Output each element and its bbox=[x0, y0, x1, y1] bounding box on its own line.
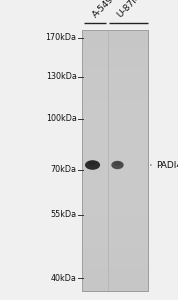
Text: PADI4: PADI4 bbox=[156, 160, 178, 169]
Bar bbox=[82, 104, 148, 108]
Bar bbox=[82, 95, 148, 100]
Bar bbox=[82, 60, 148, 65]
Bar bbox=[82, 178, 148, 182]
Bar bbox=[82, 78, 148, 82]
Bar bbox=[82, 117, 148, 121]
Bar bbox=[82, 122, 148, 126]
Bar bbox=[82, 139, 148, 143]
Bar bbox=[82, 152, 148, 156]
Ellipse shape bbox=[111, 161, 124, 169]
Bar bbox=[82, 239, 148, 243]
Bar bbox=[82, 156, 148, 160]
Bar bbox=[82, 30, 148, 34]
Text: 55kDa: 55kDa bbox=[50, 210, 77, 219]
Bar bbox=[82, 248, 148, 252]
Bar bbox=[82, 65, 148, 69]
Bar bbox=[82, 182, 148, 187]
Bar bbox=[82, 39, 148, 43]
Bar bbox=[82, 204, 148, 208]
Text: 170kDa: 170kDa bbox=[46, 33, 77, 42]
Bar bbox=[82, 217, 148, 221]
Bar bbox=[82, 148, 148, 152]
Bar bbox=[82, 208, 148, 213]
Bar bbox=[82, 200, 148, 204]
Bar bbox=[82, 34, 148, 39]
Bar bbox=[82, 243, 148, 248]
Bar bbox=[82, 30, 148, 291]
Bar bbox=[82, 269, 148, 274]
Bar bbox=[82, 126, 148, 130]
Bar bbox=[82, 30, 148, 291]
Bar bbox=[82, 86, 148, 91]
Bar bbox=[82, 187, 148, 191]
Bar bbox=[82, 173, 148, 178]
Bar bbox=[82, 130, 148, 134]
Bar bbox=[82, 56, 148, 61]
Bar bbox=[82, 108, 148, 112]
Ellipse shape bbox=[114, 162, 121, 165]
Bar bbox=[82, 221, 148, 226]
Bar bbox=[82, 191, 148, 195]
Bar bbox=[82, 112, 148, 117]
Bar bbox=[82, 278, 148, 282]
Text: 40kDa: 40kDa bbox=[51, 274, 77, 283]
Bar bbox=[82, 165, 148, 169]
Bar bbox=[82, 52, 148, 56]
Ellipse shape bbox=[88, 161, 97, 166]
Ellipse shape bbox=[85, 160, 100, 170]
Bar bbox=[82, 252, 148, 256]
Bar bbox=[82, 235, 148, 239]
Bar bbox=[82, 74, 148, 78]
Bar bbox=[82, 69, 148, 74]
Text: U-87MG: U-87MG bbox=[116, 0, 147, 20]
Text: 70kDa: 70kDa bbox=[51, 165, 77, 174]
Bar bbox=[82, 213, 148, 217]
Bar bbox=[82, 226, 148, 230]
Bar bbox=[82, 169, 148, 173]
Bar bbox=[82, 195, 148, 200]
Bar bbox=[82, 134, 148, 139]
Bar bbox=[82, 287, 148, 291]
Bar bbox=[82, 160, 148, 165]
Bar bbox=[82, 47, 148, 52]
Bar bbox=[82, 256, 148, 260]
Bar bbox=[82, 82, 148, 86]
Text: 100kDa: 100kDa bbox=[46, 114, 77, 123]
Bar bbox=[82, 100, 148, 104]
Bar bbox=[82, 260, 148, 265]
Bar bbox=[82, 274, 148, 278]
Bar bbox=[82, 265, 148, 269]
Bar bbox=[82, 230, 148, 235]
Bar bbox=[82, 91, 148, 95]
Bar bbox=[82, 143, 148, 147]
Bar bbox=[82, 43, 148, 47]
Bar bbox=[82, 282, 148, 287]
Text: A-549: A-549 bbox=[91, 0, 116, 20]
Text: 130kDa: 130kDa bbox=[46, 72, 77, 81]
